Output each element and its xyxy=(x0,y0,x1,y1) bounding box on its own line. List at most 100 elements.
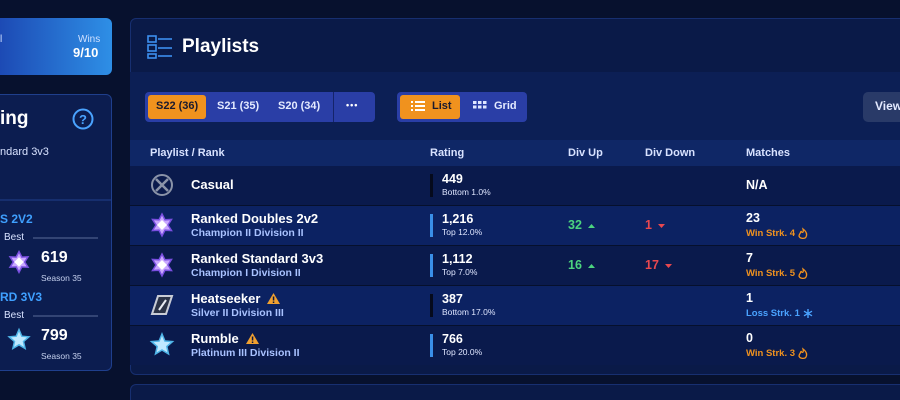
card-title: ing xyxy=(0,108,29,129)
rank-icon xyxy=(151,174,173,196)
rating-bar xyxy=(430,254,433,277)
table-row[interactable] xyxy=(130,166,900,205)
matches-value: 1 xyxy=(746,291,753,305)
season-label: Season 35 xyxy=(41,351,82,361)
column-header: Rating xyxy=(430,147,465,159)
rank-icon xyxy=(7,327,31,351)
table-row[interactable] xyxy=(130,246,900,285)
matches-value: N/A xyxy=(746,178,768,192)
list-icon xyxy=(411,101,425,111)
season-tab-label[interactable]: S20 (34) xyxy=(278,100,321,112)
section-title: S 2V2 xyxy=(0,212,33,226)
div-down: 17 xyxy=(645,258,659,272)
rating-percentile: Bottom 17.0% xyxy=(442,307,496,317)
column-header: Div Up xyxy=(568,147,603,159)
streak-label: Win Strk. 3 xyxy=(746,348,796,359)
rank-name: Champion I Division II xyxy=(191,267,301,279)
best-label: Best xyxy=(4,310,25,321)
matches-value: 23 xyxy=(746,211,760,225)
season-label: Season 35 xyxy=(41,273,82,283)
best-value: 619 xyxy=(41,249,68,266)
warning-icon xyxy=(251,336,254,341)
panel-title: Playlists xyxy=(182,36,260,57)
view-tab[interactable] xyxy=(400,95,460,119)
section-title: RD 3V3 xyxy=(0,290,43,304)
streak-label: Win Strk. 5 xyxy=(746,268,796,279)
playlist-name: Ranked Standard 3v3 xyxy=(191,251,324,266)
div-up: 16 xyxy=(568,258,582,272)
card-subtitle: ndard 3v3 xyxy=(0,146,49,158)
rating-percentile: Top 12.0% xyxy=(442,227,483,237)
streak-label: Loss Strk. 1 xyxy=(746,308,800,319)
warning-icon xyxy=(251,341,254,343)
arrow-up xyxy=(588,224,595,228)
rank-name: Platinum III Division II xyxy=(191,347,300,359)
rating-value: 1,216 xyxy=(442,212,474,226)
arrow-down xyxy=(665,264,672,268)
warning-icon xyxy=(272,301,275,303)
rating-value: 387 xyxy=(442,292,463,306)
wins-label: l xyxy=(0,34,3,45)
arrow-up xyxy=(588,264,595,268)
grid-icon xyxy=(473,101,487,109)
row-divider xyxy=(130,325,900,326)
rating-bar xyxy=(430,214,433,237)
view-tab-label[interactable]: Grid xyxy=(494,100,517,112)
snowflake-icon xyxy=(803,309,813,318)
season-tab[interactable] xyxy=(148,95,206,119)
rating-bar xyxy=(430,334,433,357)
playlist-name: Ranked Doubles 2v2 xyxy=(191,211,319,226)
warning-icon xyxy=(272,296,275,301)
matches-value: 0 xyxy=(746,331,753,345)
rank-icon xyxy=(149,332,175,356)
wins-card[interactable] xyxy=(0,18,112,75)
rating-value: 766 xyxy=(442,332,463,346)
rank-icon xyxy=(158,299,167,311)
table-row[interactable] xyxy=(130,206,900,245)
row-divider xyxy=(130,245,900,246)
flame-icon xyxy=(798,347,808,360)
playlist-name: Heatseeker xyxy=(191,291,261,306)
flame-icon xyxy=(798,227,808,240)
wins-value: 9/10 xyxy=(73,45,99,60)
rating-bar xyxy=(430,294,433,317)
help-icon[interactable]: ? xyxy=(72,108,94,130)
flame-icon xyxy=(798,267,808,280)
playlist-name: Rumble xyxy=(191,331,239,346)
rating-percentile: Top 20.0% xyxy=(442,347,483,357)
rank-icon xyxy=(155,178,169,192)
column-header: Playlist / Rank xyxy=(150,147,225,159)
view-tab-label[interactable]: List xyxy=(432,100,452,112)
rank-icon xyxy=(14,257,24,267)
playlists-icon xyxy=(147,35,172,59)
more-button[interactable]: ••• xyxy=(346,100,359,110)
next-panel xyxy=(130,384,900,400)
streak-label: Win Strk. 4 xyxy=(746,228,796,239)
row-divider xyxy=(130,285,900,286)
rating-value: 449 xyxy=(442,172,463,186)
season-tab-label[interactable]: S22 (36) xyxy=(156,100,199,112)
rating-percentile: Bottom 1.0% xyxy=(442,187,491,197)
rating-percentile: Top 7.0% xyxy=(442,267,478,277)
rank-name: Silver II Division III xyxy=(191,307,284,319)
season-tab-label[interactable]: S21 (35) xyxy=(217,100,260,112)
arrow-down xyxy=(658,224,665,228)
rank-icon xyxy=(157,220,167,230)
matches-value: 7 xyxy=(746,251,753,265)
rating-card xyxy=(0,94,112,371)
view-button-bg[interactable] xyxy=(863,92,900,122)
rank-name: Champion II Division II xyxy=(191,227,304,239)
div-up: 32 xyxy=(568,218,582,232)
svg-text:?: ? xyxy=(79,112,87,127)
div-down: 1 xyxy=(645,218,652,232)
table-row[interactable] xyxy=(130,326,900,365)
best-value: 799 xyxy=(41,327,68,344)
table-row[interactable] xyxy=(130,286,900,325)
column-header: Div Down xyxy=(645,147,696,159)
view-button[interactable]: View xyxy=(875,99,900,113)
wins-label: Wins xyxy=(78,34,101,45)
row-divider xyxy=(130,205,900,206)
rating-value: 1,112 xyxy=(442,252,473,266)
